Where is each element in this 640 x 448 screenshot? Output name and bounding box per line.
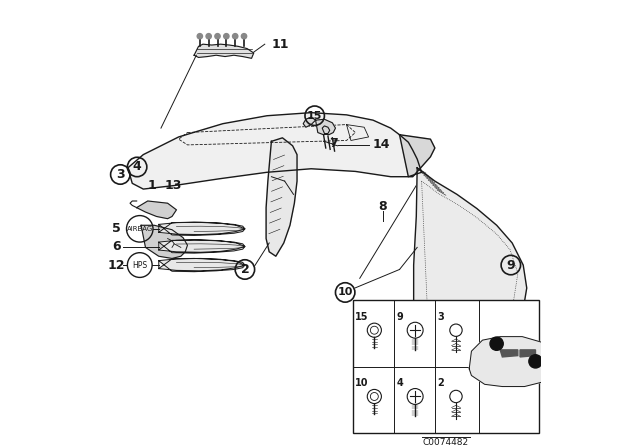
Circle shape [206,34,211,39]
Polygon shape [159,258,245,271]
Text: 3: 3 [116,168,125,181]
Text: 4: 4 [396,378,403,388]
Polygon shape [399,135,435,177]
Text: C0074482: C0074482 [423,438,469,447]
Polygon shape [500,350,518,357]
Text: 5: 5 [113,222,121,235]
Polygon shape [159,240,245,253]
Text: 14: 14 [373,138,390,151]
Polygon shape [159,222,245,236]
Bar [353,301,539,433]
Text: 4: 4 [132,160,141,173]
Polygon shape [303,117,316,127]
Circle shape [224,34,229,39]
Text: 15: 15 [307,111,323,121]
Circle shape [215,34,220,39]
Text: AIRBAG: AIRBAG [127,226,153,232]
Text: 3: 3 [437,312,444,322]
Text: 11: 11 [271,38,289,51]
Text: 9: 9 [506,258,515,271]
Circle shape [241,34,246,39]
Polygon shape [266,138,297,256]
Polygon shape [413,168,527,360]
Circle shape [529,355,542,368]
Text: 10: 10 [337,288,353,297]
Polygon shape [520,350,536,357]
Polygon shape [141,225,188,258]
Polygon shape [128,112,422,189]
Text: 1: 1 [148,179,157,192]
Text: 9: 9 [396,312,403,322]
Text: HPS: HPS [132,261,147,270]
Circle shape [490,337,503,350]
Polygon shape [469,336,550,387]
Text: 2: 2 [241,263,249,276]
Circle shape [232,34,238,39]
Polygon shape [194,44,253,58]
Text: 7: 7 [329,137,338,150]
Text: 15: 15 [355,312,369,322]
Text: 6: 6 [113,240,121,253]
Text: 2: 2 [437,378,444,388]
Text: 12: 12 [108,258,125,271]
Text: 8: 8 [378,200,387,213]
Polygon shape [137,201,177,219]
Text: 13: 13 [164,179,182,192]
Circle shape [197,34,202,39]
Polygon shape [316,119,335,135]
Text: 10: 10 [355,378,369,388]
